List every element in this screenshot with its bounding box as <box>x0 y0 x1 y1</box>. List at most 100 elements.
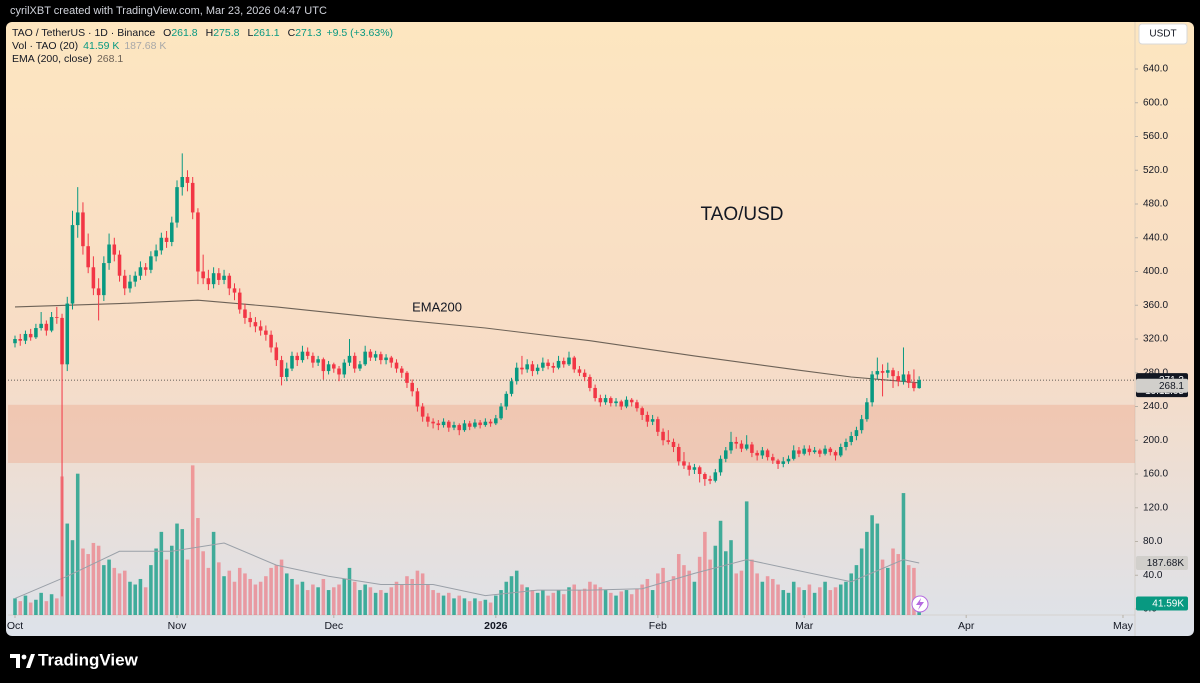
candle-body <box>227 275 232 289</box>
volume-bar <box>703 531 707 615</box>
volume-bar <box>326 590 331 615</box>
candle-body <box>28 333 33 338</box>
candle-body <box>237 292 242 310</box>
candle-body <box>102 263 106 296</box>
y-tick-label: 40.0 <box>1143 570 1163 581</box>
ohlc-value: 261.1 <box>253 27 279 39</box>
alert-icon-bolt <box>916 598 924 610</box>
volume-bar <box>227 570 232 615</box>
candle-body <box>901 374 906 382</box>
volume-bar <box>671 576 676 615</box>
volume-bar <box>750 559 754 615</box>
candle-body <box>326 364 331 372</box>
volume-bar <box>713 545 718 615</box>
volume-bar <box>901 493 906 615</box>
volume-bar <box>744 501 749 615</box>
candle-body <box>509 381 514 394</box>
volume-bar <box>342 578 347 615</box>
candle-body <box>164 237 169 242</box>
volume-bar <box>243 573 247 615</box>
candle-body <box>880 371 885 373</box>
volume-bar <box>577 590 582 615</box>
candle-body <box>60 317 64 365</box>
volume-bar <box>760 581 765 615</box>
volume-bar <box>311 584 315 615</box>
candle-body <box>49 317 54 331</box>
volume-bar <box>28 602 33 615</box>
candle-body <box>128 281 132 289</box>
candle-body <box>65 303 70 365</box>
candle-body <box>494 418 498 424</box>
volume-bar <box>452 598 456 615</box>
volume-bar <box>431 590 435 615</box>
candle-body <box>190 182 195 213</box>
volume-bar <box>149 565 153 615</box>
volume-bar <box>18 601 23 615</box>
volume-bar <box>175 523 179 615</box>
volume-bar <box>828 590 833 615</box>
volume-bar <box>854 565 859 615</box>
volume-bar <box>436 592 441 615</box>
volume-bar <box>802 590 806 615</box>
ema-badge-box <box>1136 378 1188 393</box>
volume-bar <box>279 559 284 615</box>
volume-bar <box>656 573 660 615</box>
volume-bar <box>316 587 320 615</box>
candle-body <box>514 367 519 382</box>
candle-body <box>81 212 85 247</box>
volume-bar <box>305 590 310 615</box>
volume-bar <box>478 601 482 615</box>
brand-logo <box>10 654 35 668</box>
volume-bar <box>849 573 853 615</box>
candle-body <box>650 419 655 422</box>
volume-bar <box>264 576 268 615</box>
candle-body <box>363 351 367 365</box>
candle-body <box>629 399 634 403</box>
volume-bar <box>300 581 305 615</box>
volume-bar <box>473 598 477 615</box>
candle-body <box>206 278 211 285</box>
candle-body <box>609 398 613 404</box>
candle-body <box>844 441 848 448</box>
candle-body <box>368 351 373 358</box>
candle-body <box>624 399 629 407</box>
candle-body <box>311 355 315 363</box>
candle-body <box>384 357 388 361</box>
y-tick-label: 160.0 <box>1143 469 1168 480</box>
volume-bar <box>143 587 148 615</box>
volume-bar <box>755 573 759 615</box>
volume-bar <box>598 587 603 615</box>
candle-body <box>457 425 462 431</box>
candle-body <box>671 441 676 448</box>
candle-body <box>541 362 545 368</box>
ema-value: 268.1 <box>97 53 123 65</box>
symbol: TAO / TetherUS · 1D · Binance <box>12 27 155 39</box>
candle-body <box>467 423 472 427</box>
candle-body <box>34 328 38 338</box>
x-tick-label: Apr <box>958 620 975 632</box>
candle-body <box>760 450 765 456</box>
volume-bar <box>666 581 671 615</box>
candle-body <box>342 362 347 375</box>
volume-bar <box>739 570 744 615</box>
candle-body <box>295 355 300 361</box>
volume-bar <box>420 573 425 615</box>
candle-body <box>420 406 425 417</box>
candle-body <box>619 401 624 407</box>
volume-bar <box>635 588 639 615</box>
volume-bar <box>859 548 864 615</box>
candle-body <box>703 474 707 480</box>
y-tick-label: 480.0 <box>1143 199 1168 210</box>
x-tick-label: Feb <box>649 620 667 632</box>
candle-body <box>138 267 143 276</box>
x-tick-label: Mar <box>795 620 814 632</box>
volume-bar <box>865 531 869 615</box>
volume-bar <box>718 520 723 615</box>
volume-bar <box>844 581 848 615</box>
volume-bar <box>734 573 739 615</box>
candle-body <box>394 362 399 369</box>
candle-body <box>332 364 336 369</box>
y-tick-label: 600.0 <box>1143 97 1168 108</box>
y-tick-label: 80.0 <box>1143 536 1163 547</box>
candle-body <box>55 317 59 318</box>
